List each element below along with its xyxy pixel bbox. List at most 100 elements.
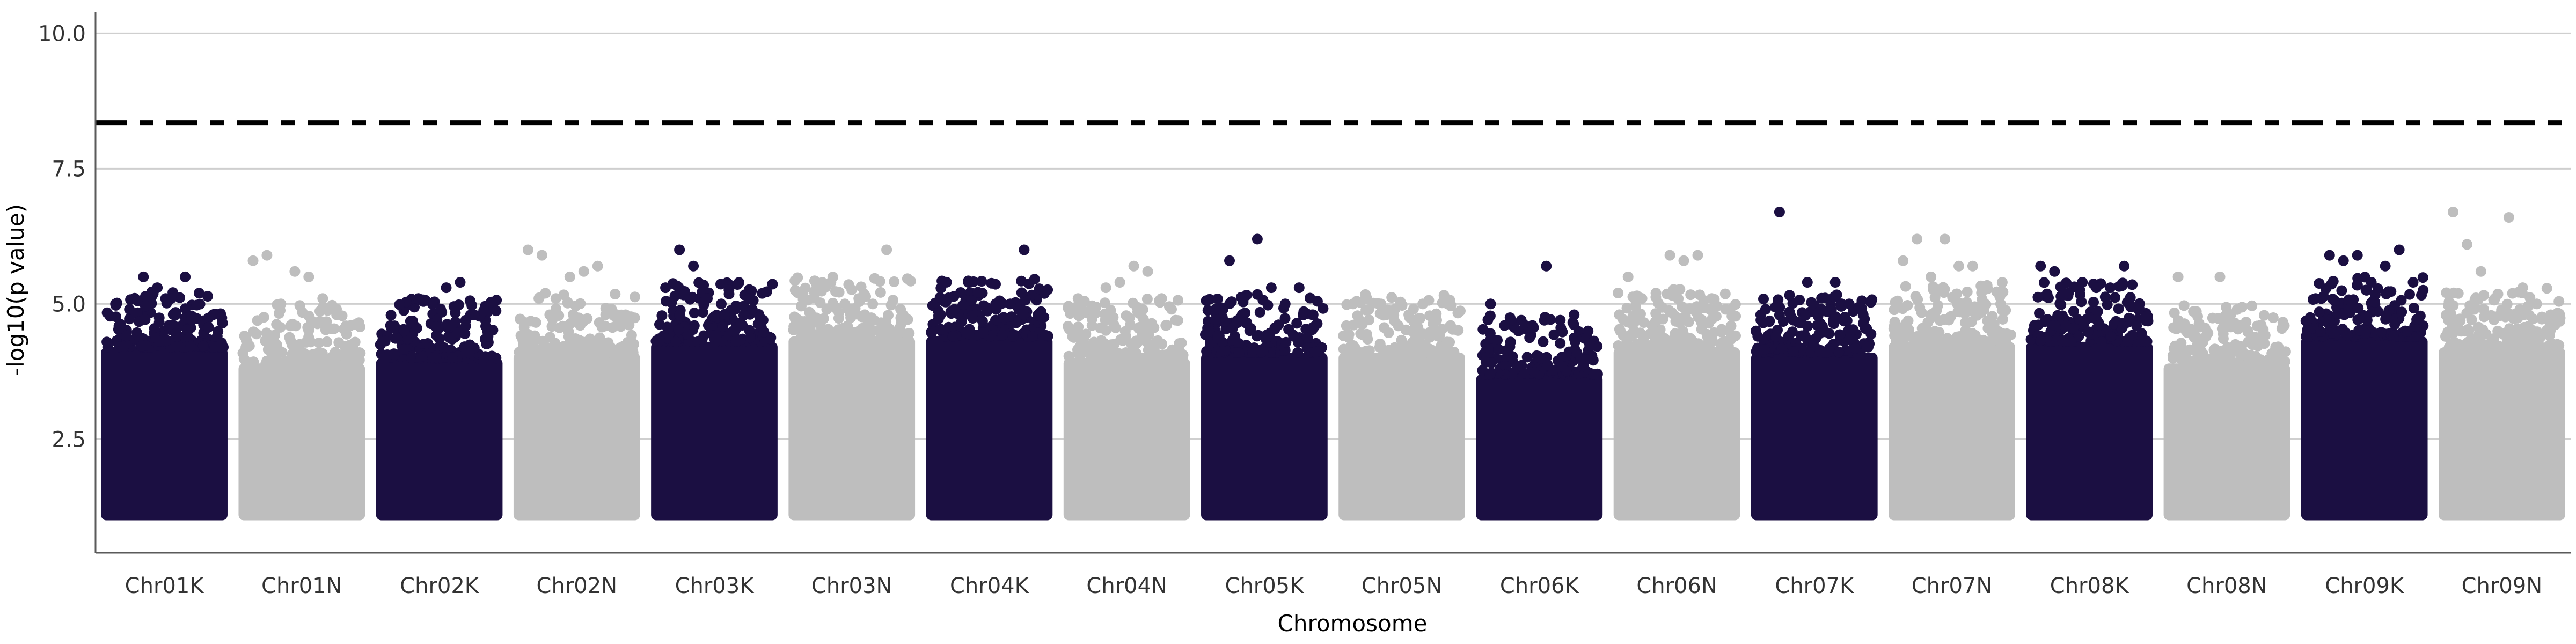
snp-point (2109, 318, 2120, 330)
snp-peak-point (1541, 260, 1552, 272)
snp-point (747, 304, 758, 315)
snp-point (723, 284, 735, 296)
snp-point (1128, 297, 1139, 309)
snp-point (2478, 304, 2489, 315)
point-band (788, 336, 916, 521)
snp-point (1379, 322, 1390, 333)
snp-point (1291, 318, 1302, 329)
chromosome-Chr01K (101, 271, 229, 521)
snp-point (1529, 367, 1540, 378)
snp-point (2117, 321, 2128, 332)
snp-peak-point (660, 282, 671, 294)
snp-peak-point (592, 260, 603, 272)
x-tick-label: Chr04N (1086, 574, 1167, 598)
snp-point (889, 276, 900, 287)
snp-point (894, 322, 905, 333)
snp-point (654, 335, 665, 346)
snp-point (594, 317, 605, 328)
snp-point (202, 291, 213, 302)
snp-point (140, 314, 151, 325)
snp-peak-point (1252, 233, 1263, 245)
snp-point (1915, 331, 1926, 342)
snp-point (1698, 303, 1709, 313)
snp-point (1889, 317, 1900, 328)
snp-point (464, 348, 475, 359)
snp-point (2047, 320, 2058, 331)
point-band (101, 347, 228, 521)
snp-point (2453, 288, 2464, 299)
snp-point (883, 329, 894, 340)
snp-point (935, 324, 946, 335)
snp-peak-point (110, 298, 121, 310)
snp-peak-point (1224, 255, 1235, 266)
x-tick-label: Chr07N (1912, 574, 1993, 598)
snp-point (2493, 310, 2504, 321)
snp-point (1273, 319, 1284, 331)
snp-point (1386, 292, 1397, 303)
snp-point (1584, 338, 1595, 349)
snp-point (2219, 320, 2230, 331)
snp-point (846, 284, 858, 295)
snp-point (2441, 287, 2452, 298)
x-tick-label: Chr05K (1225, 574, 1305, 598)
snp-point (1493, 344, 1504, 355)
snp-point (203, 321, 214, 333)
snp-point (2447, 342, 2458, 353)
x-tick-label: Chr03K (675, 574, 755, 598)
snp-point (981, 302, 992, 313)
snp-point (1674, 284, 1686, 295)
snp-peak-point (1114, 277, 1125, 288)
snp-point (2369, 296, 2380, 308)
snp-point (693, 277, 705, 288)
snp-point (2340, 327, 2351, 338)
snp-peak-point (825, 277, 837, 288)
x-tick-label: Chr06N (1636, 574, 1717, 598)
snp-point (1232, 317, 1243, 328)
snp-point (990, 279, 1001, 290)
snp-point (1176, 338, 1187, 348)
snp-point (1830, 311, 1841, 323)
snp-point (2502, 336, 2513, 348)
snp-point (1707, 313, 1718, 325)
snp-point (1969, 301, 1980, 312)
chromosome-Chr07N (1888, 233, 2016, 521)
snp-point (248, 326, 259, 338)
snp-peak-point (564, 271, 575, 282)
snp-peak-point (2475, 266, 2486, 277)
snp-point (1814, 318, 1826, 329)
snp-point (1725, 334, 1736, 345)
snp-point (744, 325, 755, 336)
snp-point (1309, 321, 1320, 332)
snp-point (997, 330, 1008, 341)
snp-point (1256, 347, 1267, 358)
chromosome-Chr04K (926, 244, 1053, 521)
snp-point (998, 312, 1009, 323)
snp-point (880, 320, 891, 331)
snp-point (1455, 305, 1466, 317)
snp-point (2035, 335, 2046, 346)
snp-peak-point (289, 266, 301, 277)
snp-point (719, 309, 730, 320)
snp-point (1244, 325, 1255, 336)
snp-point (2113, 303, 2124, 314)
snp-point (2092, 306, 2103, 317)
snp-point (2343, 294, 2354, 305)
snp-point (2094, 320, 2105, 331)
snp-point (1280, 336, 1292, 348)
snp-point (1959, 317, 1971, 328)
snp-peak-point (1774, 207, 1785, 217)
snp-point (1253, 330, 1264, 341)
snp-point (697, 307, 708, 318)
snp-point (1492, 335, 1503, 346)
x-tick-label: Chr09K (2325, 574, 2405, 598)
snp-point (1621, 303, 1633, 314)
snp-point (738, 310, 749, 321)
snp-point (270, 356, 282, 368)
snp-peak-point (2324, 250, 2335, 261)
snp-point (1848, 324, 1858, 335)
snp-point (352, 358, 363, 369)
snp-point (1117, 350, 1129, 361)
snp-point (1857, 318, 1869, 329)
x-tick-label: Chr03N (811, 574, 892, 598)
snp-point (1484, 310, 1496, 321)
